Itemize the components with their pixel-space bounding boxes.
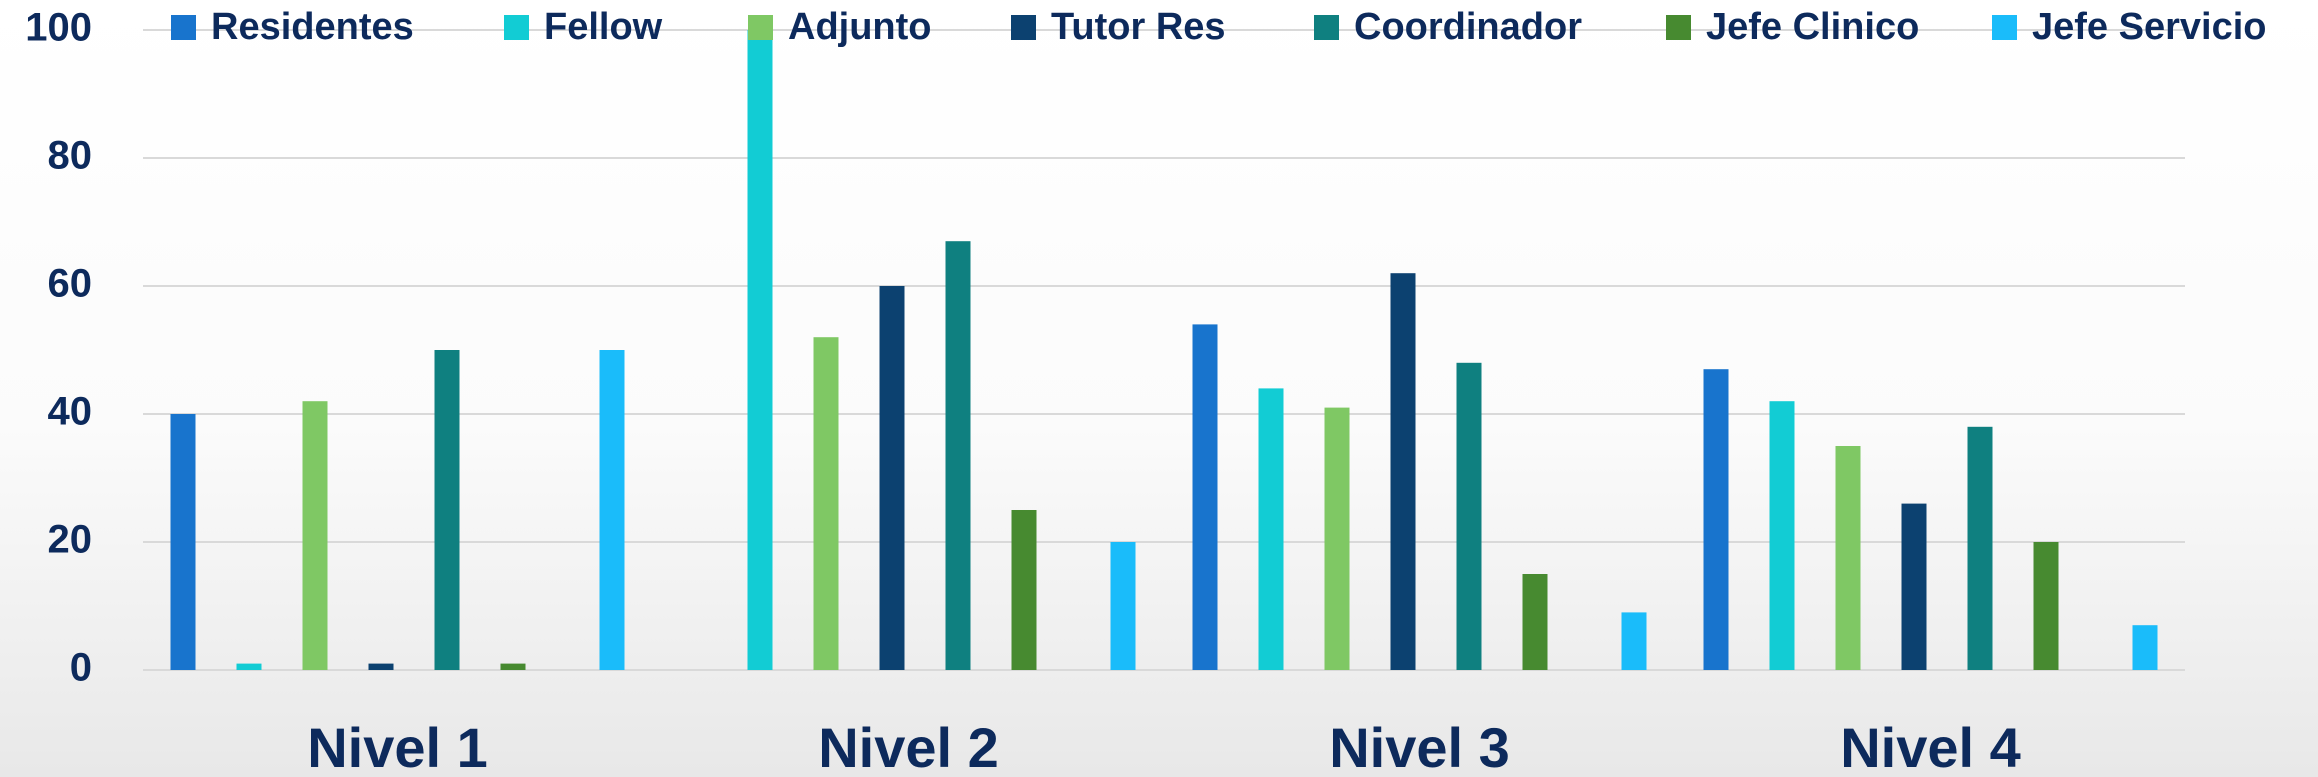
legend-label: Coordinador: [1354, 6, 1582, 48]
x-tick-label: Nivel 1: [307, 716, 488, 777]
bar: [747, 30, 773, 670]
bar: [2132, 625, 2158, 670]
legend-label: Residentes: [211, 6, 414, 48]
bar: [368, 663, 394, 670]
y-tick-label: 20: [48, 518, 93, 562]
bar: [1835, 446, 1861, 670]
bar: [1522, 574, 1548, 670]
legend-swatch: [1992, 15, 2017, 40]
bar: [879, 286, 905, 670]
bar: [1621, 612, 1647, 670]
bar: [1769, 401, 1795, 670]
bar: [945, 241, 971, 670]
bar: [1110, 542, 1136, 670]
bar: [500, 663, 526, 670]
legend-label: Jefe Clinico: [1706, 6, 1919, 48]
bar: [1324, 407, 1350, 670]
legend-swatch: [171, 15, 196, 40]
bar: [434, 350, 460, 670]
bar: [2033, 542, 2059, 670]
bar: [1967, 426, 1993, 670]
y-tick-label: 60: [48, 262, 93, 306]
bar: [1390, 273, 1416, 670]
bar: [1258, 388, 1284, 670]
x-tick-label: Nivel 4: [1840, 716, 2021, 777]
y-tick-label: 40: [48, 390, 93, 434]
bar: [1901, 503, 1927, 670]
bar: [1011, 510, 1037, 670]
legend-label: Fellow: [544, 6, 663, 48]
bar: [1192, 324, 1218, 670]
legend-label: Adjunto: [788, 6, 932, 48]
legend-swatch: [504, 15, 529, 40]
bar: [813, 337, 839, 670]
legend-swatch: [1314, 15, 1339, 40]
bar: [170, 414, 196, 670]
legend-swatch: [1666, 15, 1691, 40]
bar: [236, 663, 262, 670]
legend-label: Jefe Servicio: [2032, 6, 2266, 48]
legend-swatch: [1011, 15, 1036, 40]
bar: [599, 350, 625, 670]
y-tick-label: 100: [25, 6, 92, 50]
legend-swatch: [748, 15, 773, 40]
y-tick-label: 80: [48, 134, 93, 178]
x-tick-label: Nivel 3: [1329, 716, 1510, 777]
bar: [1456, 362, 1482, 670]
bar: [1703, 369, 1729, 670]
bar: [302, 401, 328, 670]
legend-label: Tutor Res: [1051, 6, 1226, 48]
x-tick-label: Nivel 2: [818, 716, 999, 777]
y-tick-label: 0: [70, 646, 92, 690]
